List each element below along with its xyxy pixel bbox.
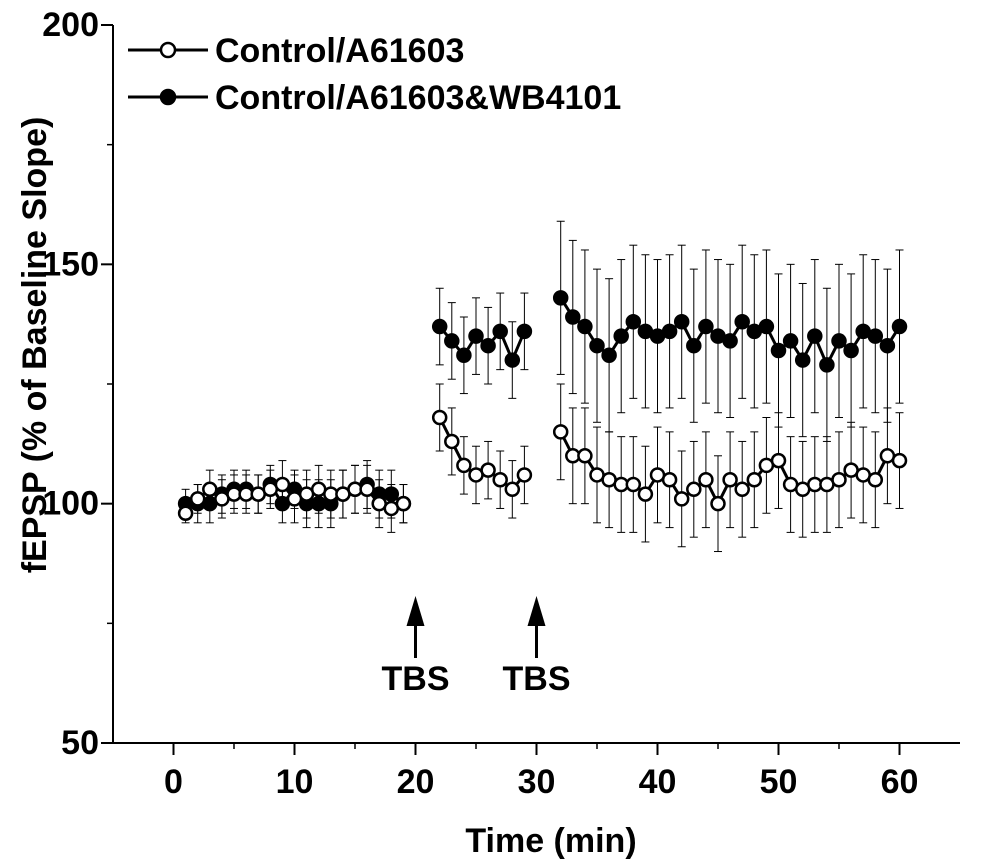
data-point bbox=[867, 328, 884, 344]
data-point bbox=[722, 333, 738, 349]
data-point bbox=[770, 452, 787, 469]
data-point bbox=[177, 505, 194, 521]
data-point bbox=[431, 409, 448, 426]
data-point bbox=[661, 471, 678, 488]
x-axis-label: Time (min) bbox=[465, 822, 636, 860]
y-tick-label: 200 bbox=[42, 6, 99, 44]
y-tick-label: 50 bbox=[61, 724, 99, 762]
data-point bbox=[831, 333, 847, 349]
data-point bbox=[516, 323, 533, 340]
data-point bbox=[444, 333, 460, 349]
tbs-label: TBS bbox=[382, 660, 450, 698]
data-point bbox=[891, 452, 908, 469]
x-tick-label: 0 bbox=[164, 763, 183, 801]
y-tick-label: 100 bbox=[42, 485, 99, 523]
data-point bbox=[274, 476, 291, 493]
data-point bbox=[722, 471, 738, 488]
data-point bbox=[782, 333, 799, 349]
data-point bbox=[673, 314, 690, 330]
data-point bbox=[891, 318, 908, 335]
data-point bbox=[698, 318, 714, 335]
data-point bbox=[577, 318, 593, 335]
annotations: TBS TBS bbox=[382, 596, 571, 698]
tbs-arrow-head bbox=[527, 596, 546, 626]
legend-label: Control/A61603&WB4101 bbox=[215, 79, 621, 117]
data-point bbox=[444, 433, 460, 450]
data-point bbox=[879, 337, 896, 354]
series-layer bbox=[177, 220, 908, 553]
data-point bbox=[395, 495, 412, 512]
data-point bbox=[516, 467, 533, 483]
data-point bbox=[431, 318, 448, 335]
data-point bbox=[468, 328, 484, 344]
data-point bbox=[625, 314, 642, 330]
data-point bbox=[601, 347, 617, 364]
data-point bbox=[202, 481, 218, 498]
data-point bbox=[625, 476, 642, 493]
x-tick-label: 20 bbox=[397, 763, 435, 801]
data-point bbox=[746, 471, 763, 488]
data-point bbox=[504, 352, 521, 368]
data-point bbox=[698, 471, 714, 488]
data-point bbox=[794, 352, 811, 368]
tbs-label: TBS bbox=[503, 660, 571, 698]
data-point bbox=[492, 471, 508, 488]
data-point bbox=[686, 337, 702, 354]
legend-marker bbox=[159, 88, 177, 106]
data-point bbox=[456, 457, 472, 474]
data-point bbox=[359, 481, 375, 498]
x-tick-label: 10 bbox=[276, 763, 314, 801]
ticks: 0 10 20 30 40 50 60 50 100 150 200 bbox=[42, 6, 918, 801]
data-point bbox=[867, 471, 884, 488]
tbs-arrow-head bbox=[406, 596, 425, 626]
data-point bbox=[589, 337, 605, 354]
data-point bbox=[807, 328, 823, 344]
x-tick-label: 30 bbox=[518, 763, 556, 801]
data-point bbox=[710, 495, 726, 512]
x-tick-label: 50 bbox=[760, 763, 798, 801]
data-point bbox=[492, 323, 508, 340]
data-point bbox=[831, 471, 847, 488]
data-point bbox=[577, 448, 593, 464]
data-point bbox=[565, 309, 581, 325]
data-point bbox=[504, 481, 521, 498]
x-tick-label: 60 bbox=[881, 763, 919, 801]
data-point bbox=[843, 342, 859, 359]
legend: Control/A61603 Control/A61603&WB4101 bbox=[128, 32, 621, 117]
data-point bbox=[734, 314, 750, 330]
data-point bbox=[734, 481, 750, 498]
data-point bbox=[552, 290, 569, 306]
data-point bbox=[480, 462, 496, 478]
data-point bbox=[758, 318, 775, 335]
data-point bbox=[673, 491, 690, 507]
legend-marker bbox=[159, 41, 177, 59]
data-point bbox=[686, 481, 702, 498]
data-point bbox=[480, 337, 496, 354]
y-axis-label: fEPSP (% of Baseline Slope) bbox=[16, 117, 54, 574]
y-tick-label: 150 bbox=[42, 245, 99, 283]
data-point bbox=[189, 491, 206, 507]
legend-label: Control/A61603 bbox=[215, 32, 464, 70]
data-point bbox=[770, 342, 787, 359]
data-point bbox=[613, 328, 629, 344]
data-point bbox=[552, 424, 569, 440]
data-point bbox=[637, 486, 654, 502]
data-point bbox=[819, 357, 835, 373]
x-tick-label: 40 bbox=[639, 763, 677, 801]
series-open bbox=[177, 383, 908, 553]
data-point bbox=[456, 347, 472, 364]
data-point bbox=[661, 323, 678, 340]
